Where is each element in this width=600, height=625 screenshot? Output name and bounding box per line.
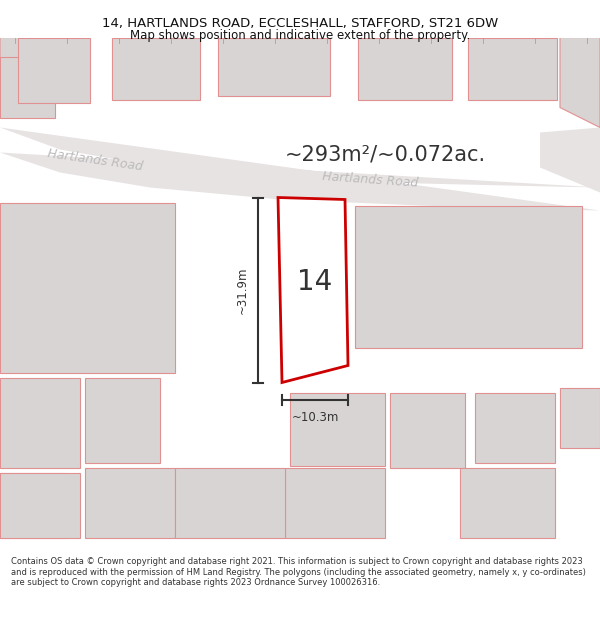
Polygon shape <box>540 127 600 192</box>
Text: ~31.9m: ~31.9m <box>235 266 248 314</box>
Polygon shape <box>0 472 80 538</box>
Polygon shape <box>0 378 80 468</box>
Text: 14: 14 <box>298 269 332 296</box>
Polygon shape <box>278 198 348 382</box>
Polygon shape <box>560 38 600 128</box>
Polygon shape <box>0 202 175 372</box>
Text: 14, HARTLANDS ROAD, ECCLESHALL, STAFFORD, ST21 6DW: 14, HARTLANDS ROAD, ECCLESHALL, STAFFORD… <box>102 18 498 30</box>
Text: Map shows position and indicative extent of the property.: Map shows position and indicative extent… <box>130 29 470 42</box>
Polygon shape <box>0 38 55 118</box>
Polygon shape <box>85 468 175 538</box>
Polygon shape <box>112 38 200 99</box>
Text: Hartlands Road: Hartlands Road <box>322 169 418 189</box>
Polygon shape <box>290 392 385 466</box>
Text: ~293m²/~0.072ac.: ~293m²/~0.072ac. <box>285 144 486 164</box>
Polygon shape <box>218 38 330 96</box>
Polygon shape <box>85 378 160 462</box>
Polygon shape <box>358 38 452 99</box>
Polygon shape <box>0 127 600 211</box>
Text: ~10.3m: ~10.3m <box>292 411 338 424</box>
Polygon shape <box>460 468 555 538</box>
Polygon shape <box>175 468 285 538</box>
Polygon shape <box>355 206 582 348</box>
Text: Contains OS data © Crown copyright and database right 2021. This information is : Contains OS data © Crown copyright and d… <box>11 558 586 588</box>
Polygon shape <box>468 38 557 99</box>
Polygon shape <box>18 38 90 102</box>
Polygon shape <box>475 392 555 462</box>
Polygon shape <box>390 392 465 468</box>
Polygon shape <box>560 388 600 448</box>
Text: Hartlands Road: Hartlands Road <box>47 148 143 174</box>
Polygon shape <box>0 472 65 538</box>
Polygon shape <box>0 38 72 58</box>
Polygon shape <box>285 468 385 538</box>
